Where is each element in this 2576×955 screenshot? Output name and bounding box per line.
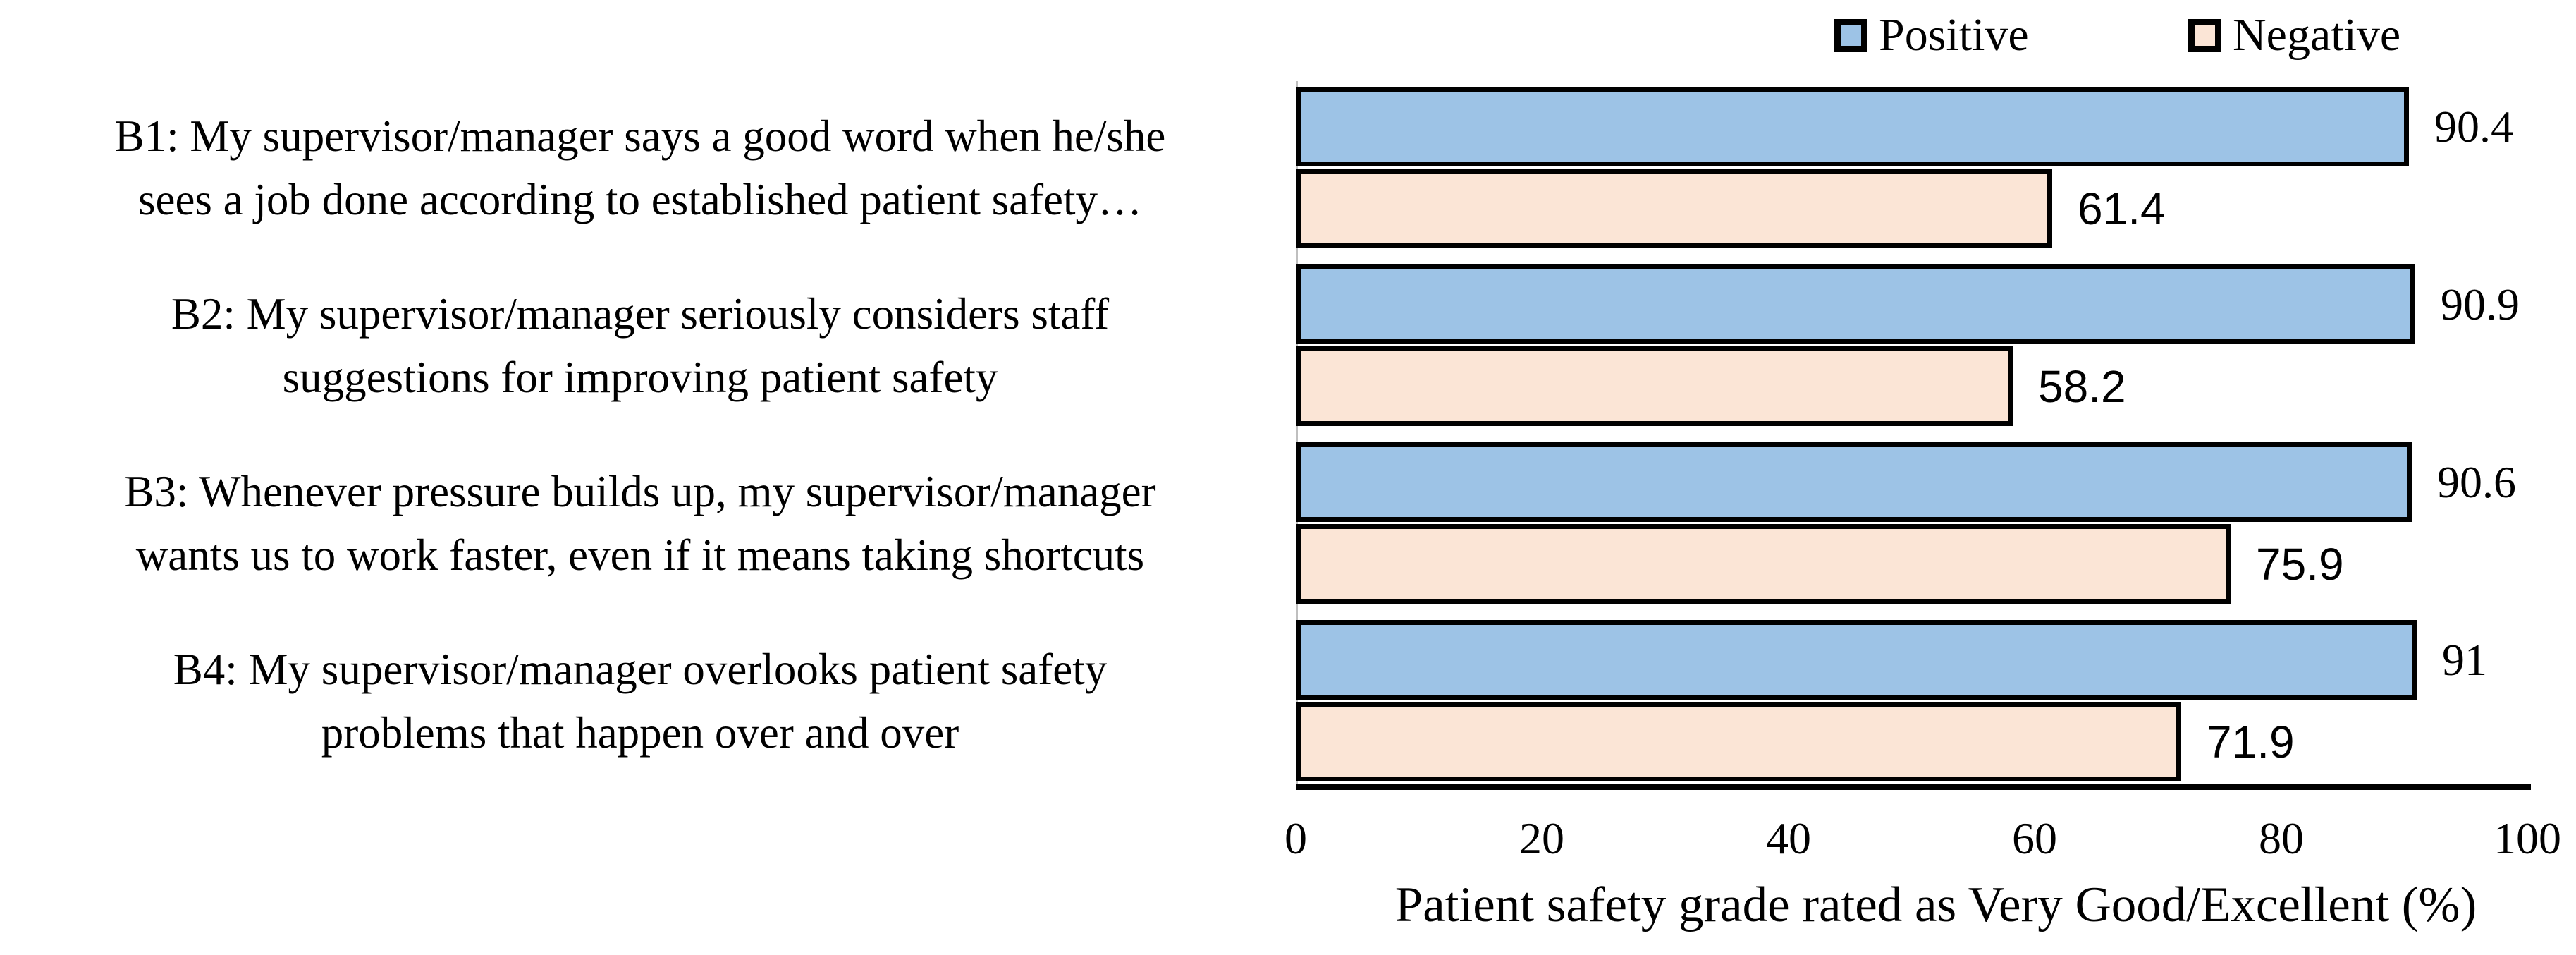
value-label-negative-b1: 61.4	[2078, 183, 2166, 234]
category-label-line: suggestions for improving patient safety	[282, 352, 998, 402]
bar-positive-b2	[1296, 264, 2415, 344]
value-label-negative-b4: 71.9	[2207, 716, 2295, 767]
category-label-b4: B4: My supervisor/manager overlooks pati…	[6, 612, 1275, 789]
x-axis-tick-60: 60	[2012, 813, 2057, 863]
category-label-line: problems that happen over and over	[321, 707, 959, 758]
value-label-positive-b3: 90.6	[2437, 456, 2516, 507]
positive-color-swatch-icon	[1834, 18, 1867, 52]
value-label-positive-b1: 90.4	[2434, 101, 2513, 152]
x-axis-tick-0: 0	[1284, 813, 1307, 863]
category-label-b1: B1: My supervisor/manager says a good wo…	[6, 79, 1275, 256]
legend-label-negative: Negative	[2233, 9, 2401, 61]
bar-positive-b4	[1296, 620, 2417, 700]
category-label-b2: B2: My supervisor/manager seriously cons…	[6, 257, 1275, 434]
bar-positive-b3	[1296, 442, 2412, 522]
category-label-line: B3: Whenever pressure builds up, my supe…	[124, 466, 1156, 516]
y-axis-line	[1296, 81, 1298, 785]
category-label-line: B4: My supervisor/manager overlooks pati…	[173, 644, 1108, 694]
bar-positive-b1	[1296, 87, 2409, 166]
legend-item-positive: Positive	[1834, 9, 2029, 61]
bar-negative-b1	[1296, 169, 2052, 248]
value-label-negative-b2: 58.2	[2038, 360, 2126, 412]
legend-item-negative: Negative	[2188, 9, 2401, 61]
value-label-positive-b2: 90.9	[2441, 279, 2520, 329]
x-axis-title: Patient safety grade rated as Very Good/…	[1394, 877, 2477, 932]
bar-negative-b4	[1296, 702, 2181, 781]
x-axis-tick-40: 40	[1766, 813, 1811, 863]
x-axis-tick-20: 20	[1519, 813, 1564, 863]
bar-negative-b2	[1296, 346, 2013, 426]
x-axis-line	[1296, 784, 2531, 790]
value-label-positive-b4: 91	[2442, 634, 2487, 685]
category-label-line: sees a job done according to established…	[137, 174, 1143, 224]
category-label-line: B2: My supervisor/manager seriously cons…	[171, 288, 1110, 339]
category-label-line: wants us to work faster, even if it mean…	[135, 530, 1145, 580]
negative-color-swatch-icon	[2188, 18, 2221, 52]
x-axis-tick-100: 100	[2494, 813, 2561, 863]
category-label-b3: B3: Whenever pressure builds up, my supe…	[6, 434, 1275, 612]
category-label-line: B1: My supervisor/manager says a good wo…	[114, 111, 1166, 161]
value-label-negative-b3: 75.9	[2256, 538, 2344, 590]
bar-negative-b3	[1296, 524, 2231, 604]
legend-label-positive: Positive	[1879, 9, 2029, 61]
x-axis-tick-80: 80	[2259, 813, 2304, 863]
